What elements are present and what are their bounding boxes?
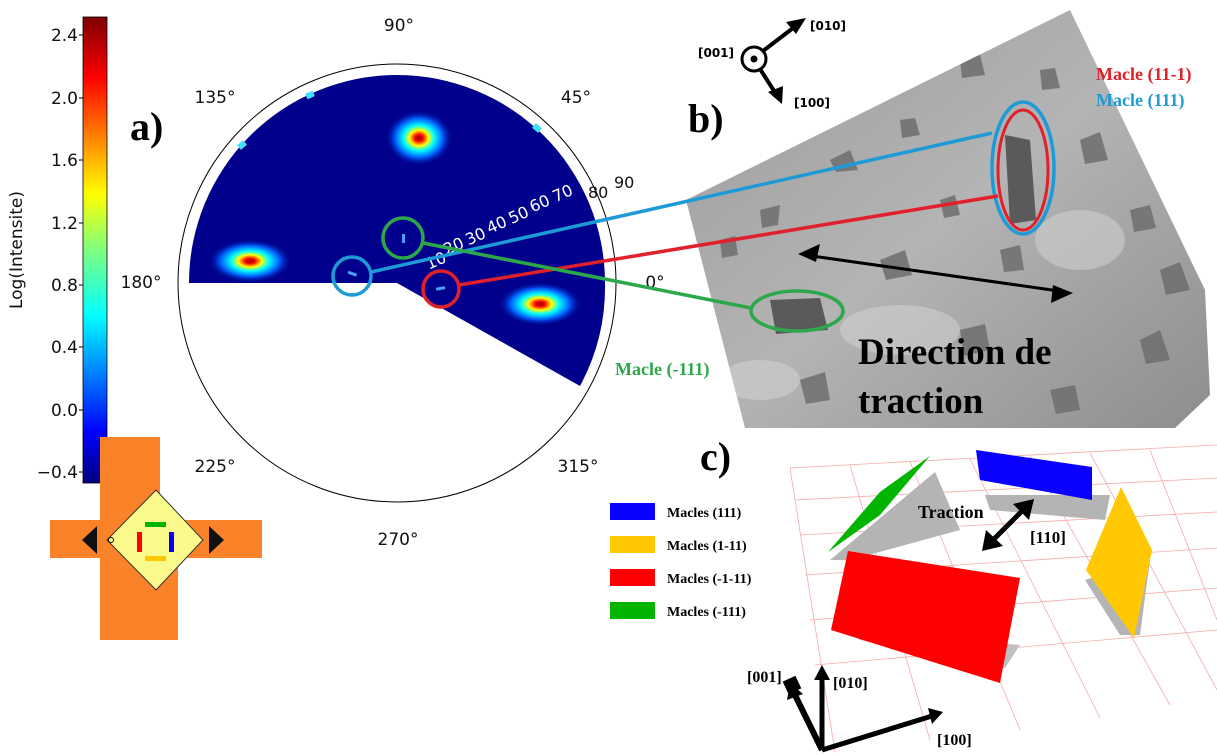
angle-label: 90° [384, 16, 414, 36]
colorbar-tick: 0.4 [51, 338, 78, 358]
axis-label-100-c: [100] [937, 732, 972, 749]
colorbar-label: Log(Intensite) [7, 191, 27, 309]
sample-center [106, 489, 204, 591]
plane-yellow [1086, 487, 1152, 638]
traction-title-line2: traction [858, 381, 984, 422]
pole-figure: 10 20 30 40 50 60 70 80 90 0° 45° 90° 13… [121, 16, 665, 550]
plane-blue [976, 450, 1092, 500]
connector-green [422, 241, 752, 310]
panel-label-a: a) [130, 104, 163, 149]
angle-label: 315° [558, 457, 599, 477]
connector-red [458, 194, 999, 287]
radial-label: 90 [614, 173, 634, 192]
crystal-axes-c: [001] [010] [100] [747, 665, 972, 753]
crystal-axes-b: [001] [010] [100] [698, 18, 846, 110]
sample-schematic [50, 437, 262, 640]
twin-circle-blue [331, 255, 373, 297]
angle-label: 45° [561, 88, 591, 108]
traction-direction-arrow [804, 253, 1067, 294]
angle-label: 270° [378, 530, 419, 550]
legend-label: Macles (1-11) [667, 539, 747, 554]
colorbar-tick: 1.2 [51, 214, 78, 234]
traction-title-line1: Direction de [858, 332, 1052, 373]
colorbar-tick: 0.0 [51, 401, 78, 421]
twin-label-blue: Macle (111) [1096, 90, 1184, 111]
angle-label: 180° [121, 273, 162, 293]
legend-label: Macles (-111) [667, 605, 746, 620]
twin-ellipse-green [749, 289, 845, 333]
colorbar: 2.4 2.0 1.6 1.2 0.8 0.4 0.0 −0.4 Log(Int… [7, 16, 108, 484]
twin-ellipse-red [996, 108, 1050, 232]
legend-c: Macles (111) Macles (1-11) Macles (-1-11… [610, 503, 752, 620]
twin-label-green: Macle (-111) [615, 359, 709, 380]
angle-label: 135° [195, 88, 236, 108]
pole-spot [402, 234, 405, 243]
twin-planes-3d: Traction [110] [789, 444, 1217, 753]
axis-label-010-c: [010] [833, 675, 868, 692]
twin-ellipse-blue [990, 100, 1056, 236]
colorbar-tick: 1.6 [51, 151, 78, 171]
traction-label-c: Traction [918, 502, 984, 522]
axis-label-010: [010] [810, 19, 846, 33]
plane-green [828, 456, 930, 552]
connector-blue [370, 131, 993, 274]
pole-spot [347, 270, 358, 277]
pole-peak [498, 282, 582, 326]
pole-peak [385, 110, 453, 166]
axis-label-001-c: [001] [747, 669, 782, 686]
twin-label-red: Macle (11-1) [1096, 64, 1191, 85]
colorbar-tick: 2.4 [51, 26, 78, 46]
axis-label-001: [001] [698, 46, 734, 60]
legend-swatch [610, 602, 655, 619]
traction-dir-c: [110] [1030, 528, 1066, 547]
twin-circle-red [421, 269, 461, 309]
angle-label: 225° [195, 457, 236, 477]
pole-spot [435, 286, 446, 291]
traction-arrow-right [209, 526, 224, 554]
legend-label: Macles (-1-11) [667, 572, 752, 587]
colorbar-tick: 2.0 [51, 89, 78, 109]
legend-swatch [610, 536, 655, 553]
plane-red [831, 551, 1020, 683]
traction-arrow-left [82, 526, 97, 554]
legend-swatch [610, 569, 655, 586]
legend-swatch [610, 503, 655, 520]
pole-peak [208, 239, 292, 283]
colorbar-tick: −0.4 [37, 463, 78, 483]
twin-circle-green [381, 216, 425, 260]
colorbar-tick: 0.8 [51, 276, 78, 296]
panel-label-c: c) [700, 434, 731, 479]
panel-label-b: b) [688, 96, 724, 141]
legend-label: Macles (111) [667, 506, 742, 521]
colorbar-scale [82, 16, 108, 484]
axis-label-100: [100] [794, 96, 830, 110]
radial-label: 80 [588, 183, 608, 202]
